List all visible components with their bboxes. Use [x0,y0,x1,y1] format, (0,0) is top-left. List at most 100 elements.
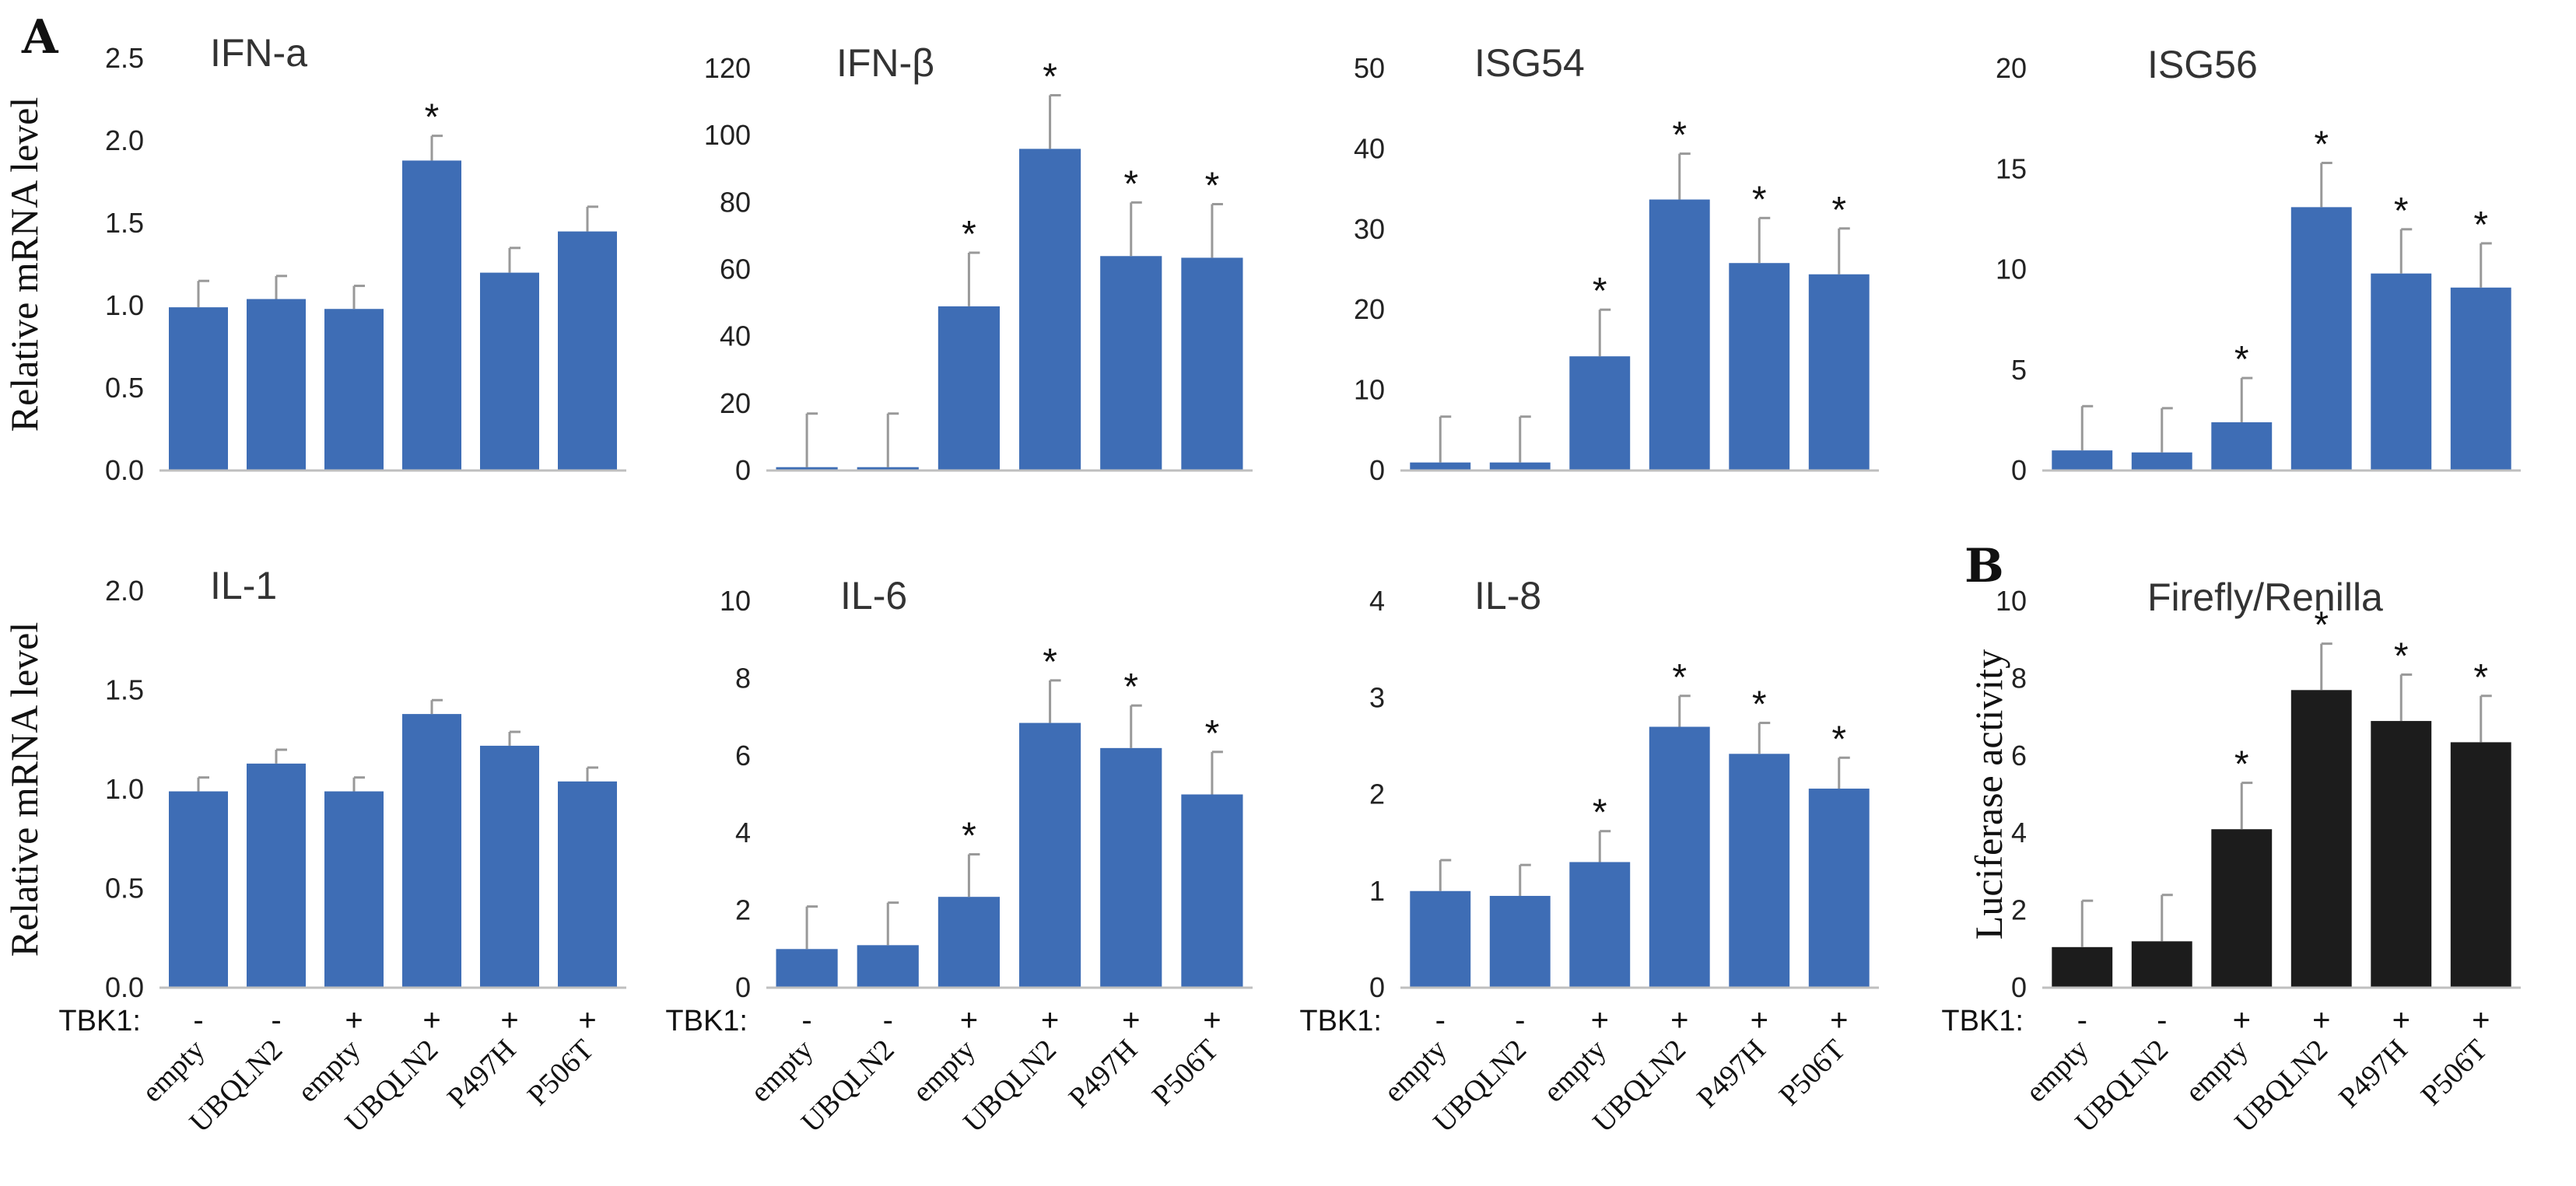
chart-title: ISG54 [1474,41,1585,85]
tbk1-label: TBK1: [58,1005,141,1037]
chart-title: IL-6 [840,574,907,617]
y-tick-label: 8 [735,662,751,694]
tbk1-sign: - [2077,1003,2087,1037]
y-tick-label: 8 [2011,662,2027,694]
y-tick-label: 1.5 [105,207,144,239]
bar [1489,895,1551,988]
bar [247,299,306,471]
y-tick-label: 10 [1354,374,1385,406]
y-tick-label: 2.0 [105,124,144,156]
tbk1-sign: + [1751,1003,1768,1037]
y-tick-label: 120 [704,52,751,84]
chart-title: IFN-β [836,41,934,85]
y-tick-label: 0.0 [105,971,144,1003]
tbk1-sign: - [193,1003,203,1037]
significance-star: * [2473,657,2488,698]
chart-ifn-: 0 20 40 60 80 100 120 * * * * IFN-β [704,41,1253,486]
tbk1-label: TBK1: [1299,1005,1382,1037]
y-tick-label: 6 [2011,740,2027,771]
y-tick-label: 0 [735,454,751,486]
bar [2290,690,2352,988]
y-axis-label: Relative mRNA level [2,622,46,957]
tbk1-sign: + [960,1003,978,1037]
tbk1-sign: + [1591,1003,1609,1037]
significance-star: * [2234,744,2249,785]
bar [558,781,617,988]
significance-star: * [2394,191,2409,232]
tbk1-sign: + [1122,1003,1140,1037]
bar [480,745,539,988]
category-label: P506T [1773,1034,1852,1112]
bar [2450,287,2511,471]
significance-star: * [1123,163,1138,205]
y-tick-label: 0 [2011,454,2027,486]
tbk1-sign: - [1435,1003,1446,1037]
bar [2211,422,2273,471]
tbk1-label: TBK1: [665,1005,748,1037]
bar [1569,862,1631,988]
bar [1729,263,1790,471]
significance-star: * [2314,124,2329,165]
bar [247,763,306,988]
tbk1-sign: - [1515,1003,1525,1037]
bar [1100,256,1162,471]
y-tick-label: 2.5 [105,42,144,74]
bar [1181,257,1243,471]
y-tick-label: 15 [1996,152,2027,184]
bar [2052,946,2113,988]
category-label: P497H [1063,1034,1144,1114]
bar [1019,149,1081,471]
chart-il-1: 0.0 0.5 1.0 1.5 2.0 IL-1 Relative mRNA level TB… [2,564,626,1139]
chart-ifn-a: 0.0 0.5 1.0 1.5 2.0 2.5 * IFN-a Relative mRNA le… [2,10,626,486]
y-tick-label: 2 [2011,894,2027,926]
tbk1-sign: + [2233,1003,2251,1037]
significance-star: * [1752,684,1767,726]
y-tick-label: 40 [1354,132,1385,164]
y-tick-label: 1.0 [105,289,144,321]
y-tick-label: 2 [1369,778,1385,810]
significance-star: * [962,214,976,255]
bar [938,306,1000,471]
tbk1-sign: + [1203,1003,1221,1037]
tbk1-sign: + [345,1003,363,1037]
bar [324,309,384,471]
category-label: P506T [2415,1034,2494,1112]
bar [857,945,919,988]
y-tick-label: 40 [720,320,751,352]
bar [776,949,838,988]
category-label: empty [2179,1034,2255,1109]
y-tick-label: 10 [1996,585,2027,617]
y-tick-label: 60 [720,254,751,285]
tbk1-sign: + [1041,1003,1059,1037]
bar [2052,450,2113,471]
y-tick-label: 1.5 [105,674,144,706]
panel-label: B [1964,539,2004,593]
significance-star: * [1593,271,1607,312]
bar [2371,721,2432,988]
y-tick-label: 0.5 [105,873,144,904]
significance-star: * [1672,115,1687,156]
tbk1-sign: + [2312,1003,2330,1037]
bar [1489,462,1551,471]
y-tick-label: 80 [720,186,751,218]
bar [2131,941,2192,988]
significance-star: * [1205,713,1220,754]
bar [2211,829,2273,988]
bar [2290,207,2352,471]
y-tick-label: 10 [1996,254,2027,285]
y-axis-label: Relative mRNA level [2,97,46,432]
category-label: empty [136,1034,212,1109]
bar [1649,199,1710,471]
significance-star: * [1752,179,1767,220]
bar [1729,754,1790,988]
significance-star: * [962,816,976,857]
significance-star: * [2394,635,2409,677]
category-label: P497H [2332,1034,2413,1114]
category-label: empty [1378,1034,1453,1109]
tbk1-sign: + [2392,1003,2410,1037]
tbk1-sign: - [271,1003,281,1037]
tbk1-sign: + [2472,1003,2490,1037]
tbk1-sign: - [801,1003,811,1037]
